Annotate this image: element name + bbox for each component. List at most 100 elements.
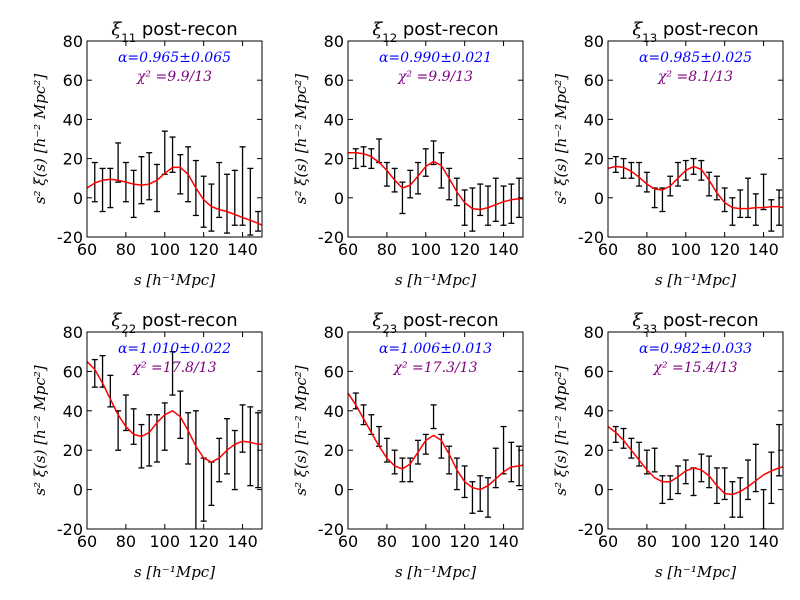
x-tick-label: 120 <box>709 240 740 259</box>
data-point <box>698 453 705 483</box>
alpha-annotation: α=0.982±0.033 <box>639 341 752 357</box>
data-point <box>438 433 445 459</box>
data-point <box>192 410 199 529</box>
data-point <box>628 437 635 459</box>
x-tick-label: 140 <box>227 240 258 259</box>
data-point <box>492 447 499 489</box>
data-point <box>745 177 751 219</box>
data-point <box>169 351 176 396</box>
data-point <box>130 169 137 219</box>
y-tick-label: 60 <box>584 71 604 90</box>
data-point <box>407 457 414 483</box>
data-point <box>185 412 192 465</box>
data-point <box>107 167 114 209</box>
data-point <box>446 167 453 201</box>
y-tick-label: 60 <box>63 362 83 381</box>
y-tick-label: 20 <box>584 150 604 169</box>
x-axis-label: s [h⁻¹Mpc] <box>395 563 476 581</box>
data-point <box>247 406 254 487</box>
panel-title: ξ33 post-recon <box>632 310 758 336</box>
data-point <box>485 477 491 518</box>
data-point <box>752 443 759 493</box>
data-point <box>438 152 445 189</box>
x-axis-label: s [h⁻¹Mpc] <box>134 563 215 581</box>
y-tick-label: 0 <box>594 189 604 208</box>
x-tick-label: 140 <box>748 240 779 259</box>
data-point <box>224 418 230 475</box>
y-tick-label: 80 <box>584 32 604 51</box>
chi2-annotation: χ² =15.4/13 <box>653 360 738 376</box>
model-line <box>87 166 262 226</box>
data-point <box>422 148 429 177</box>
data-point <box>231 429 238 491</box>
x-axis-label: s [h⁻¹Mpc] <box>655 563 736 581</box>
y-axis-label: s² ξ(s) [h⁻² Mpc²] <box>552 74 570 204</box>
x-tick-label: 140 <box>227 532 258 551</box>
y-tick-label: 80 <box>324 323 344 342</box>
chi2-annotation: χ² =17.8/13 <box>132 360 217 376</box>
panel-xi33: 60 80 100 120 140 -20 0 20 40 60 80 ξ33 post-recon α… <box>552 310 784 581</box>
data-point <box>492 177 499 222</box>
data-point <box>636 161 643 187</box>
data-point <box>667 475 674 501</box>
y-axis-label: s² ξ(s) [h⁻² Mpc²] <box>292 365 310 495</box>
data-point <box>768 199 775 232</box>
x-tick-label: 60 <box>598 532 618 551</box>
y-tick-label: 0 <box>334 481 344 500</box>
y-tick-label: 20 <box>63 150 83 169</box>
x-axis-label: s [h⁻¹Mpc] <box>134 271 215 289</box>
model-line <box>348 151 523 211</box>
y-tick-label: 40 <box>584 402 604 421</box>
data-point <box>146 152 153 201</box>
data-point <box>391 449 398 475</box>
data-point <box>138 155 145 205</box>
data-point <box>169 136 176 173</box>
data-point <box>636 441 643 467</box>
panel-title: ξ11 post-recon <box>111 19 237 45</box>
x-axis-label: s [h⁻¹Mpc] <box>655 271 736 289</box>
panel-xi23: 60 80 100 120 140 -20 0 20 40 60 80 ξ23 post-recon α… <box>292 310 524 581</box>
y-tick-label: 60 <box>324 71 344 90</box>
x-tick-label: 100 <box>150 532 181 551</box>
data-point <box>99 167 106 213</box>
data-point <box>138 423 145 469</box>
data-point <box>216 161 223 219</box>
data-point <box>500 425 507 475</box>
x-tick-label: 80 <box>377 532 397 551</box>
alpha-annotation: α=0.990±0.021 <box>379 50 492 66</box>
axes-frame <box>86 331 263 530</box>
data-point <box>612 155 619 173</box>
panel-title: ξ12 post-recon <box>372 19 498 45</box>
axes-frame <box>607 331 784 530</box>
x-tick-label: 120 <box>449 240 480 259</box>
data-point <box>446 445 453 475</box>
data-point <box>620 157 627 179</box>
data-point <box>360 146 367 168</box>
panel-title: ξ13 post-recon <box>632 19 758 45</box>
data-point <box>690 467 697 497</box>
y-tick-label: -20 <box>57 228 83 247</box>
chi2-annotation: χ² =8.1/13 <box>657 69 733 85</box>
y-tick-label: -20 <box>318 228 344 247</box>
x-tick-label: 100 <box>411 240 442 259</box>
data-point <box>737 477 744 518</box>
x-tick-label: 100 <box>411 532 442 551</box>
x-tick-label: 120 <box>449 532 480 551</box>
y-tick-label: -20 <box>57 520 83 539</box>
panel-title: ξ22 post-recon <box>111 310 237 336</box>
x-tick-label: 80 <box>116 532 136 551</box>
data-point <box>651 187 658 209</box>
x-tick-label: 100 <box>671 532 702 551</box>
data-point <box>376 138 383 164</box>
data-point <box>161 130 168 175</box>
x-tick-label: 120 <box>709 532 740 551</box>
x-tick-label: 80 <box>637 240 657 259</box>
y-tick-label: 40 <box>584 110 604 129</box>
axes-frame <box>86 40 263 238</box>
data-point <box>776 189 783 226</box>
y-tick-label: 40 <box>63 402 83 421</box>
x-tick-label: 120 <box>188 240 219 259</box>
chi2-annotation: χ² =9.9/13 <box>136 69 212 85</box>
data-point <box>745 459 751 501</box>
y-tick-label: 80 <box>63 32 83 51</box>
